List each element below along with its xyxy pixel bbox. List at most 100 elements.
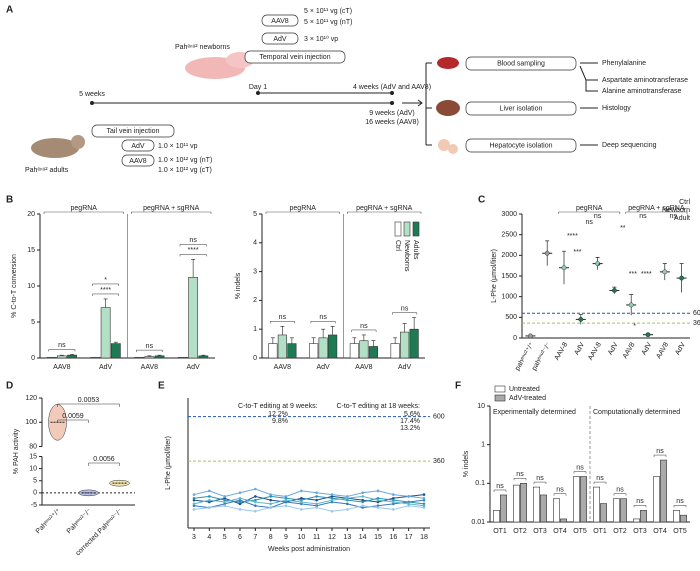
y-tick-label: 0: [513, 335, 517, 342]
point: [238, 502, 242, 506]
timepoint: [256, 91, 260, 95]
point: [346, 502, 349, 506]
bar: [328, 334, 338, 359]
bar: [178, 356, 188, 359]
sig-bracket: [179, 254, 207, 257]
y-tick-label: 15: [27, 247, 35, 254]
x-tick-label: AAV-8: [587, 341, 603, 361]
sig-bracket: [179, 244, 207, 247]
label: Temporal vein injection: [259, 54, 330, 61]
bar: [277, 334, 287, 359]
point: [208, 495, 211, 498]
sig-bracket: [613, 493, 627, 496]
x-tick-label: 10: [297, 534, 305, 541]
point: [284, 495, 288, 498]
reference-label: 360: [433, 458, 445, 465]
point: [392, 508, 395, 511]
panel-label: A: [6, 5, 13, 16]
box: [244, 50, 346, 64]
bar: [580, 476, 587, 523]
label: 1.0 × 10¹¹ vp: [158, 143, 198, 150]
bar: [100, 307, 111, 359]
bar: [144, 356, 155, 359]
annotation: 9.8%: [272, 418, 288, 425]
arrow: [402, 63, 427, 145]
label: Hepatocyte isolation: [489, 142, 552, 149]
sig-bracket: [88, 462, 120, 466]
sig-label: ns: [585, 219, 593, 226]
label: 5 weeks: [79, 91, 105, 98]
sig-label: ns: [556, 487, 564, 494]
legend-swatch: [412, 221, 420, 237]
bar: [368, 346, 378, 359]
group-label: pegRNA + sgRNA: [628, 205, 685, 212]
label: Phenylalanine: [602, 60, 646, 67]
x-tick-label: AdV: [607, 341, 620, 356]
point: [300, 496, 303, 500]
point: [407, 495, 410, 498]
y-axis-label: % indels: [463, 450, 470, 477]
mean-dot: [662, 269, 668, 275]
point: [346, 508, 349, 511]
point: [422, 506, 426, 509]
y-tick-label: 0: [31, 355, 35, 362]
x-tick-label: Pahᵉⁿᵘ²⁻/⁻: [66, 508, 94, 536]
box: [465, 56, 577, 71]
bar: [134, 356, 145, 359]
group-bracket: [43, 211, 124, 214]
sig-label: ns: [146, 343, 154, 350]
y-tick-label: 20: [27, 211, 35, 218]
group-label: Experimentally determined: [493, 409, 576, 416]
point: [223, 500, 226, 504]
x-tick-label: 8: [269, 534, 273, 541]
point: [254, 495, 257, 498]
bar: [553, 498, 560, 523]
point: [330, 509, 334, 513]
legend-label: AdV-treated: [509, 395, 546, 402]
x-tick-label: OT4: [553, 528, 567, 535]
point: [346, 498, 349, 502]
bar: [390, 343, 400, 359]
label: 9 weeks (AdV): [369, 110, 415, 117]
point: [346, 496, 349, 500]
sig-bracket: [573, 471, 587, 474]
point: [269, 506, 272, 509]
y-tick-label: 0: [253, 355, 257, 362]
error-bar: [289, 337, 294, 344]
error-bar: [157, 354, 162, 356]
bar: [520, 483, 527, 523]
timepoint: [390, 91, 394, 95]
bar: [309, 343, 319, 359]
y-tick-label: 2000: [501, 252, 517, 259]
x-tick-label: OT5: [673, 528, 687, 535]
x-tick-label: 9: [284, 534, 288, 541]
bar: [67, 354, 77, 359]
y-tick-label: 1: [253, 326, 257, 333]
timepoint: [390, 101, 394, 105]
y-tick-label: 5: [31, 319, 35, 326]
sig-label: ***: [629, 271, 637, 278]
annotation: 17.4%: [400, 418, 420, 425]
group-bracket: [265, 211, 340, 214]
sig-bracket: [57, 403, 120, 407]
sig-label: *: [104, 277, 107, 284]
error-bar: [113, 341, 118, 344]
y-tick-label: -5: [31, 502, 37, 509]
sig-bracket: [310, 321, 336, 324]
sig-label: ns: [360, 323, 368, 330]
point: [238, 496, 242, 500]
timepoint: [90, 101, 94, 105]
label: Deep sequencing: [602, 142, 657, 149]
label: Day 1: [249, 84, 267, 91]
error-bar: [280, 326, 285, 335]
point: [315, 504, 318, 508]
liver-icon: [436, 100, 460, 116]
y-tick-label: 5: [253, 211, 257, 218]
y-tick-label: 0: [33, 490, 37, 497]
point: [361, 495, 364, 498]
error-bar: [147, 355, 152, 357]
mean-dot: [679, 275, 685, 281]
point: [407, 502, 410, 506]
bar: [188, 277, 199, 359]
x-tick-label: 14: [359, 534, 367, 541]
